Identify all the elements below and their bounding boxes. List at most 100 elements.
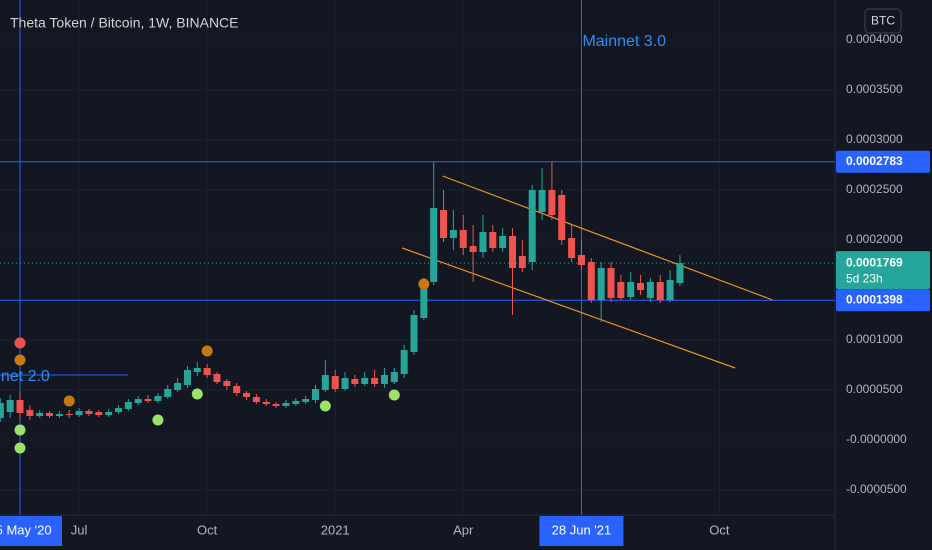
candle-body (85, 411, 93, 414)
countdown-label: 5d 23h (846, 271, 883, 285)
candle-body (193, 368, 201, 372)
signal-marker (14, 442, 26, 454)
price-badge-label: 0.0002783 (846, 154, 903, 168)
trendline (442, 175, 773, 301)
y-tick-label: 0.0003000 (846, 132, 903, 146)
candle-body (607, 268, 615, 298)
candle-body (124, 402, 132, 409)
x-tick-label: Oct (709, 522, 730, 537)
candle-body (558, 195, 566, 240)
candle-body (577, 255, 585, 265)
signal-marker (388, 389, 400, 401)
x-label-badge (539, 516, 624, 546)
candle-body (183, 370, 191, 385)
candle-body (449, 230, 457, 238)
candle-body (272, 404, 280, 406)
candle-body (459, 230, 467, 248)
last-price-badge (836, 251, 930, 290)
candle-body (538, 190, 546, 212)
signal-marker (152, 414, 164, 426)
candle-body (115, 408, 122, 412)
candle-body (95, 412, 103, 415)
candle-body (410, 315, 418, 352)
candle-body (361, 378, 369, 384)
candle-body (134, 399, 142, 403)
candle-body (164, 389, 172, 397)
candle-body (75, 411, 83, 415)
candle-body (6, 400, 14, 412)
candle-body (380, 375, 388, 384)
signal-marker (63, 395, 75, 407)
signal-marker (319, 400, 331, 412)
last-price-label: 0.0001769 (846, 255, 903, 269)
candle-body (637, 283, 645, 290)
y-tick-label: -0.0000000 (846, 432, 907, 446)
candle-body (390, 372, 398, 382)
candle-body (528, 190, 536, 262)
signal-marker (191, 388, 203, 400)
candle-body (371, 378, 379, 384)
price-badge-label: 0.0001398 (846, 292, 903, 306)
candle-body (656, 282, 664, 300)
signal-marker (201, 345, 213, 357)
signal-marker (418, 278, 430, 290)
candle-body (144, 399, 152, 401)
x-label-badge (0, 516, 62, 546)
y-tick-label: 0.0000500 (846, 382, 903, 396)
x-tick-label: 25 May '20 (0, 522, 52, 537)
currency-badge[interactable] (864, 8, 902, 34)
candle-body (587, 262, 595, 300)
candle-body (351, 379, 359, 384)
candle-body (321, 375, 329, 390)
candle-body (420, 280, 428, 318)
chart-title: Theta Token / Bitcoin, 1W, BINANCE (10, 15, 239, 31)
candle-body (46, 413, 54, 416)
candle-body (55, 414, 63, 416)
currency-label[interactable]: BTC (871, 14, 895, 28)
candle-body (646, 282, 654, 298)
candle-body (105, 412, 113, 415)
price-badge (836, 289, 930, 312)
candle-body (341, 378, 349, 389)
candle-body (243, 393, 251, 397)
candle-body (400, 350, 408, 374)
x-tick-label: 2021 (321, 522, 350, 537)
candle-body (203, 368, 211, 375)
y-tick-label: 0.0002500 (846, 182, 903, 196)
candle-body (16, 400, 24, 413)
candle-body (479, 232, 487, 252)
candle-body (292, 401, 300, 404)
candle-body (36, 413, 44, 416)
x-tick-label: Jul (71, 522, 88, 537)
y-tick-label: 0.0001000 (846, 332, 903, 346)
candle-body (597, 268, 605, 300)
candle-body (489, 232, 497, 248)
y-tick-label: -0.0000500 (846, 482, 907, 496)
trendline (401, 247, 736, 369)
signal-marker (14, 354, 26, 366)
candle-body (548, 190, 556, 215)
candle-body (223, 381, 231, 386)
annotation: Mainnet 2.0 (0, 368, 50, 385)
candle-body (430, 208, 438, 282)
y-tick-label: 0.0004000 (846, 32, 903, 46)
x-tick-label: Apr (453, 522, 474, 537)
candle-body (440, 210, 448, 238)
candle-body (302, 399, 310, 402)
x-tick-label: Oct (197, 522, 218, 537)
candle-body (252, 397, 260, 402)
candle-body (0, 403, 4, 418)
candle-body (262, 402, 270, 404)
candle-body (469, 246, 477, 252)
candle-body (617, 282, 625, 298)
candle-body (65, 414, 73, 415)
candle-body (676, 263, 684, 283)
annotation: Mainnet 3.0 (582, 33, 666, 50)
candle-body (282, 403, 290, 406)
signal-marker (14, 337, 26, 349)
candle-body (213, 374, 221, 382)
signal-marker (14, 424, 26, 436)
